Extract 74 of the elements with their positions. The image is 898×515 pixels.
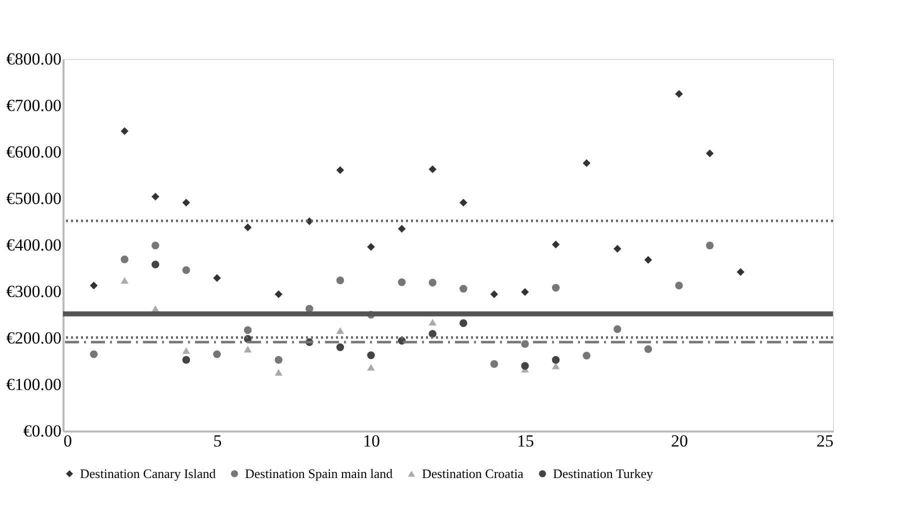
point [274,369,282,376]
point [614,325,622,334]
point [336,276,344,284]
point [706,242,714,250]
x-tick-label: 15 [517,432,534,450]
y-tick-label: €100.00 [6,375,62,394]
point [182,198,190,207]
point [367,242,375,251]
y-tick-label: €500.00 [6,189,62,208]
y-tick-label: €300.00 [6,282,62,301]
x-tick-label: 0 [64,432,72,450]
y-tick-label: €200.00 [6,328,62,348]
point [398,278,406,286]
y-tick-label: €600.00 [6,142,62,162]
point [675,282,683,290]
point [552,362,560,370]
point [644,345,652,354]
point [428,330,436,338]
point [706,150,714,158]
point [552,356,560,364]
legend-label: Destination Spain main land [245,466,394,481]
point [244,223,252,232]
point [490,360,498,368]
point [521,362,529,370]
legend-label: Destination Turkey [553,466,654,481]
point [367,364,375,371]
point [182,266,190,274]
point [460,319,468,327]
point [367,351,375,360]
point [336,166,344,174]
legend-label: Destination Canary Island [80,466,216,481]
point [490,290,498,298]
point [460,198,468,207]
point [152,192,160,201]
point [582,352,590,360]
point [152,242,160,250]
y-tick-label: €0.00 [23,422,62,440]
x-tick-label: 5 [213,432,222,450]
point [90,282,98,290]
point [552,284,560,292]
point [736,268,744,276]
point [614,244,622,253]
point [336,327,344,334]
point [244,326,252,334]
point [120,256,128,264]
point [521,288,529,296]
x-tick-label: 20 [671,432,688,450]
point [274,290,282,298]
point [244,346,252,353]
point [675,90,683,98]
point [90,350,98,358]
point [428,278,436,287]
point [213,274,221,282]
y-tick-label: €800.00 [6,50,62,68]
point [213,350,221,358]
point [336,343,344,352]
point [428,318,436,326]
point [182,347,190,354]
point [120,127,128,135]
point [644,256,652,264]
x-tick-label: 25 [816,432,834,450]
x-tick-label: 10 [363,432,380,450]
y-tick-label: €700.00 [6,96,62,115]
point [428,165,436,174]
point [552,240,560,248]
legend-label: Destination Croatia [422,466,524,481]
point [582,159,590,168]
point [460,284,468,293]
point [398,224,406,233]
point [152,260,160,268]
point [182,356,190,364]
point [120,276,128,284]
y-tick-label: €400.00 [6,236,62,254]
point [274,356,282,364]
